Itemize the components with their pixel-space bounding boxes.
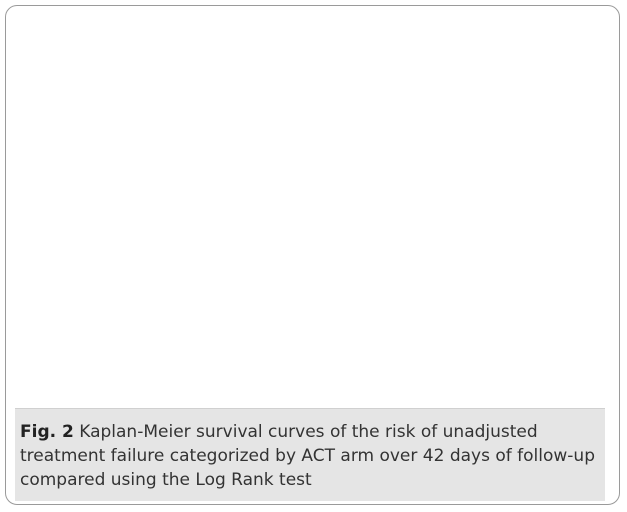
figure-caption: Fig. 2 Kaplan-Meier survival curves of t… [20,420,600,492]
caption-text: Kaplan-Meier survival curves of the risk… [20,422,595,490]
caption-box [15,408,605,501]
caption-label: Fig. 2 [20,422,74,442]
